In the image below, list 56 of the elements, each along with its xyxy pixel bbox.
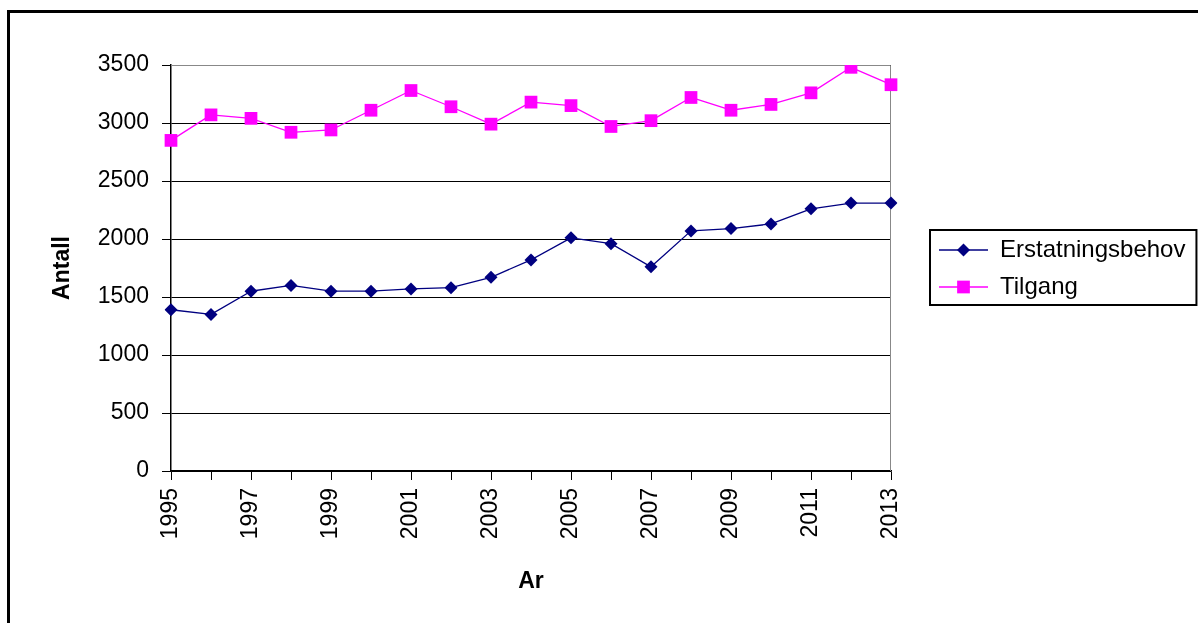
x-tick-label: 1997	[236, 488, 263, 540]
y-tick-label: 2500	[97, 166, 149, 193]
point	[804, 202, 818, 216]
point	[444, 281, 458, 295]
point	[244, 284, 258, 298]
legend-label: Tilgang	[1000, 271, 1078, 299]
x-tick-label: 2013	[876, 488, 903, 540]
point	[524, 253, 538, 267]
x-tick-label: 1999	[316, 488, 343, 540]
point	[644, 260, 658, 274]
point	[404, 282, 418, 296]
y-tick-label: 0	[136, 456, 149, 483]
point	[444, 100, 458, 114]
point	[564, 231, 578, 245]
point	[564, 99, 578, 112]
point	[684, 91, 698, 104]
point	[484, 270, 498, 284]
point	[604, 120, 618, 133]
point	[204, 307, 218, 321]
point	[844, 196, 858, 210]
y-tick-label: 1500	[97, 282, 149, 309]
point	[404, 84, 418, 97]
x-tick-label: 1995	[156, 488, 183, 540]
point	[764, 217, 778, 231]
point	[604, 237, 618, 251]
x-tick-label: 2005	[556, 488, 583, 540]
y-tick-label: 2000	[97, 224, 149, 251]
x-tick-label: 2007	[636, 488, 663, 540]
point	[724, 222, 738, 236]
point	[884, 196, 898, 210]
y-tick-label: 1000	[97, 340, 149, 367]
point	[764, 98, 778, 111]
legend-label: Erstatningsbehov	[1000, 234, 1186, 262]
point	[484, 117, 498, 131]
y-tick-label: 500	[110, 398, 149, 425]
point	[364, 103, 378, 117]
x-tick-label: 2001	[396, 488, 423, 540]
point	[284, 125, 298, 139]
x-tick-label: 2009	[716, 488, 743, 540]
y-tick-label: 3000	[97, 108, 149, 135]
point	[324, 284, 338, 298]
point	[684, 224, 698, 238]
y-axis-title: Antall	[48, 236, 75, 300]
point	[724, 103, 738, 117]
point	[164, 134, 178, 147]
y-tick-label: 3500	[97, 50, 149, 77]
point	[284, 278, 298, 292]
x-tick-label: 2011	[796, 488, 823, 538]
point	[164, 303, 178, 317]
point	[364, 284, 378, 298]
point	[644, 114, 658, 128]
point	[884, 78, 898, 92]
point	[244, 112, 258, 125]
x-axis-title: Ar	[518, 566, 544, 593]
point	[804, 86, 818, 100]
x-tick-label: 2003	[476, 488, 503, 540]
